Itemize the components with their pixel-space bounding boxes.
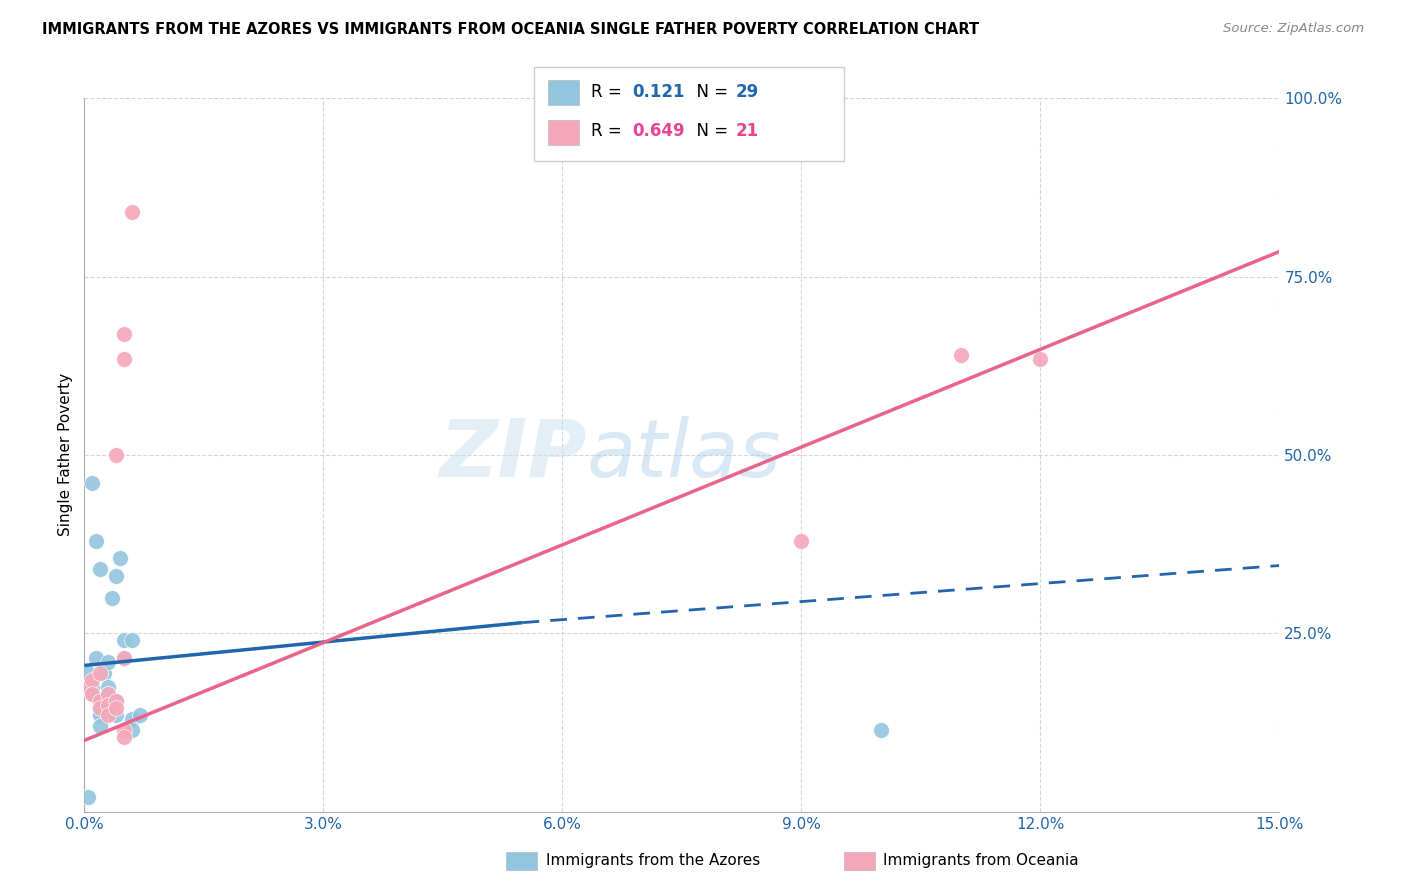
Point [97, 655, 120, 669]
Point [89, 694, 111, 708]
Point [93, 665, 115, 680]
Point [97, 680, 120, 694]
Point [101, 591, 124, 605]
Text: Source: ZipAtlas.com: Source: ZipAtlas.com [1223, 22, 1364, 36]
Point [112, 351, 135, 366]
Point [949, 348, 972, 362]
Y-axis label: Single Father Poverty: Single Father Poverty [58, 374, 73, 536]
Point [97, 687, 120, 701]
Point [105, 694, 128, 708]
Point [77, 790, 100, 805]
Text: 29: 29 [735, 83, 759, 101]
Text: R =: R = [591, 83, 627, 101]
Text: IMMIGRANTS FROM THE AZORES VS IMMIGRANTS FROM OCEANIA SINGLE FATHER POVERTY CORR: IMMIGRANTS FROM THE AZORES VS IMMIGRANTS… [42, 22, 980, 37]
Point [82, 687, 104, 701]
Point [105, 701, 128, 715]
Point [1029, 351, 1052, 366]
Point [77, 680, 100, 694]
Point [110, 551, 132, 566]
Point [82, 687, 104, 701]
Point [105, 569, 128, 583]
Point [129, 708, 152, 723]
Point [121, 633, 143, 648]
Point [89, 708, 111, 723]
Point [105, 694, 128, 708]
Point [89, 701, 111, 715]
Text: 0.121: 0.121 [633, 83, 685, 101]
Point [790, 533, 813, 548]
Point [112, 651, 135, 665]
Point [86, 651, 108, 665]
Point [89, 694, 111, 708]
Point [97, 708, 120, 723]
Text: 0.649: 0.649 [633, 122, 685, 140]
Point [89, 719, 111, 733]
Point [89, 701, 111, 715]
Point [112, 651, 135, 665]
Text: Immigrants from Oceania: Immigrants from Oceania [883, 854, 1078, 868]
Text: 21: 21 [735, 122, 758, 140]
Point [121, 723, 143, 737]
Point [82, 680, 104, 694]
Point [97, 698, 120, 712]
Point [112, 326, 135, 341]
Text: Immigrants from the Azores: Immigrants from the Azores [546, 854, 759, 868]
Point [112, 730, 135, 744]
Point [121, 712, 143, 726]
Point [89, 665, 111, 680]
Point [112, 723, 135, 737]
Text: atlas: atlas [586, 416, 782, 494]
Text: R =: R = [591, 122, 627, 140]
Point [97, 694, 120, 708]
Point [121, 205, 143, 219]
Point [97, 687, 120, 701]
Point [870, 723, 893, 737]
Text: ZIP: ZIP [439, 416, 586, 494]
Point [82, 673, 104, 687]
Point [82, 476, 104, 491]
Point [105, 448, 128, 462]
Point [77, 665, 100, 680]
Point [112, 633, 135, 648]
Text: N =: N = [686, 83, 734, 101]
Text: N =: N = [686, 122, 734, 140]
Point [105, 708, 128, 723]
Point [86, 533, 108, 548]
Point [89, 562, 111, 576]
